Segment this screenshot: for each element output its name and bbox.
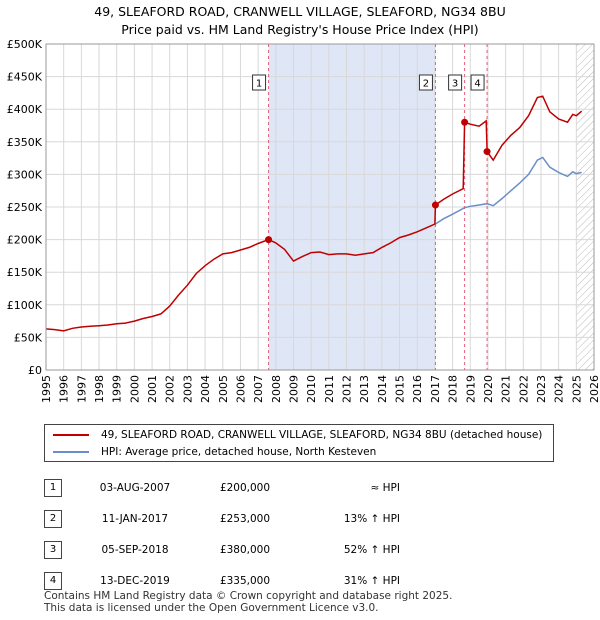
y-tick-label: £100K <box>7 299 43 312</box>
legend-label-hpi: HPI: Average price, detached house, Nort… <box>101 446 377 458</box>
sale-1-label-number: 1 <box>256 79 262 90</box>
footer-line-2: This data is licensed under the Open Gov… <box>44 602 379 614</box>
chart-title-line-2: Price paid vs. HM Land Registry's House … <box>121 22 479 37</box>
sale-hpi-comparison: 13% ↑ HPI <box>343 512 400 525</box>
sale-1-label-frame <box>252 74 267 91</box>
x-tick-label: 1995 <box>40 375 53 403</box>
sales-row: 2 11-JAN-2017 £253,000 13% ↑ HPI <box>44 503 400 534</box>
chart-title: 49, SLEAFORD ROAD, CRANWELL VILLAGE, SLE… <box>0 3 600 39</box>
property-price-line <box>46 95 583 332</box>
legend-label-property: 49, SLEAFORD ROAD, CRANWELL VILLAGE, SLE… <box>101 429 543 441</box>
sale-date: 05-SEP-2018 <box>101 543 169 556</box>
legend: 49, SLEAFORD ROAD, CRANWELL VILLAGE, SLE… <box>44 424 554 462</box>
x-tick-label: 2026 <box>588 375 600 403</box>
sale-price: £335,000 <box>219 574 271 587</box>
x-tick-label: 1999 <box>111 375 124 403</box>
sales-table: 1 03-AUG-2007 £200,000 ≈ HPI 2 11-JAN-20… <box>44 472 400 596</box>
x-tick-label: 2021 <box>500 375 513 403</box>
y-tick-label: £300K <box>7 168 43 181</box>
sale-2-label-box: 2 <box>418 74 433 91</box>
x-tick-label: 2005 <box>217 375 230 403</box>
sale-date: 13-DEC-2019 <box>100 574 170 587</box>
sale-3-label-frame <box>448 74 463 91</box>
price-chart: 1 2 3 4 £0 £50K £100K £150K £200K £250K £300K £350K… <box>7 38 600 403</box>
sale-2-label-number: 2 <box>423 79 429 90</box>
sale-price: £253,000 <box>219 512 271 525</box>
sale-number-badge: 3 <box>44 540 62 559</box>
x-tick-label: 1996 <box>58 375 71 403</box>
legend-swatch-hpi <box>53 451 89 453</box>
sale-hpi-comparison: ≈ HPI <box>370 481 400 494</box>
legend-swatch-property <box>53 434 89 436</box>
legend-entry-property: 49, SLEAFORD ROAD, CRANWELL VILLAGE, SLE… <box>53 427 542 443</box>
footer-notice: Contains HM Land Registry data © Crown c… <box>44 590 452 614</box>
hpi-line <box>434 156 582 225</box>
x-tick-label: 2008 <box>270 375 283 403</box>
plot-frame <box>45 43 595 371</box>
sale-1-label-box: 1 <box>252 74 267 91</box>
x-tick-label: 2011 <box>323 375 336 403</box>
footer-line-1: Contains HM Land Registry data © Crown c… <box>44 590 453 602</box>
sale-number-badge: 2 <box>44 509 62 528</box>
x-tick-label: 2025 <box>570 375 583 403</box>
y-tick-label: £150K <box>7 266 43 279</box>
sale-4-label-number: 4 <box>474 79 480 90</box>
sale-hpi-comparison: 31% ↑ HPI <box>343 574 400 587</box>
sale-hpi-comparison: 52% ↑ HPI <box>343 543 400 556</box>
sale-1-point <box>265 236 273 244</box>
x-tick-label: 2004 <box>199 375 212 403</box>
y-tick-label: £400K <box>7 103 43 116</box>
x-tick-label: 2019 <box>464 375 477 403</box>
y-tick-label: £250K <box>7 201 43 214</box>
sales-row: 1 03-AUG-2007 £200,000 ≈ HPI <box>44 472 400 503</box>
chart-title-line-1: 49, SLEAFORD ROAD, CRANWELL VILLAGE, SLE… <box>94 4 506 19</box>
legend-entry-hpi: HPI: Average price, detached house, Nort… <box>53 444 376 460</box>
sale-4-label-frame <box>470 74 485 91</box>
sale-number-badge: 4 <box>44 571 62 590</box>
y-tick-label: £200K <box>7 234 43 247</box>
x-tick-label: 2020 <box>482 375 495 403</box>
x-tick-label: 2016 <box>411 375 424 403</box>
x-tick-label: 2018 <box>447 375 460 403</box>
sales-row: 4 13-DEC-2019 £335,000 31% ↑ HPI <box>44 565 400 596</box>
sale-date: 11-JAN-2017 <box>101 512 169 525</box>
x-tick-label: 2015 <box>394 375 407 403</box>
sale-price: £380,000 <box>219 543 271 556</box>
sale-2-label-frame <box>418 74 433 91</box>
sale-3-label-box: 3 <box>448 74 463 91</box>
x-tick-label: 2006 <box>234 375 247 403</box>
y-tick-label: £500K <box>7 38 43 51</box>
x-tick-label: 1998 <box>93 375 106 403</box>
y-tick-label: £450K <box>7 71 43 84</box>
sale-3-point <box>461 118 469 126</box>
sale-3-label-number: 3 <box>452 79 458 90</box>
x-tick-label: 2010 <box>305 375 318 403</box>
x-tick-label: 2009 <box>287 375 300 403</box>
sale-4-label-box: 4 <box>470 74 485 91</box>
sales-row: 3 05-SEP-2018 £380,000 52% ↑ HPI <box>44 534 400 565</box>
x-tick-label: 2001 <box>146 375 159 403</box>
x-tick-label: 2000 <box>128 375 141 403</box>
x-tick-label: 1997 <box>75 375 88 403</box>
x-tick-label: 2022 <box>517 375 530 403</box>
x-tick-label: 2013 <box>358 375 371 403</box>
y-tick-label: £350K <box>7 136 43 149</box>
x-tick-label: 2012 <box>341 375 354 403</box>
sale-date: 03-AUG-2007 <box>99 481 171 494</box>
sale-price: £200,000 <box>219 481 271 494</box>
x-tick-label: 2007 <box>252 375 265 403</box>
sale-4-point <box>483 148 491 156</box>
sale-number-badge: 1 <box>44 478 62 497</box>
x-tick-label: 2002 <box>164 375 177 403</box>
y-tick-label: £0 <box>28 364 42 377</box>
y-tick-label: £50K <box>14 331 43 344</box>
x-tick-label: 2024 <box>553 375 566 403</box>
sale-2-point <box>431 201 439 209</box>
x-tick-label: 2014 <box>376 375 389 403</box>
x-tick-label: 2017 <box>429 375 442 403</box>
x-tick-label: 2023 <box>535 375 548 403</box>
x-tick-label: 2003 <box>181 375 194 403</box>
